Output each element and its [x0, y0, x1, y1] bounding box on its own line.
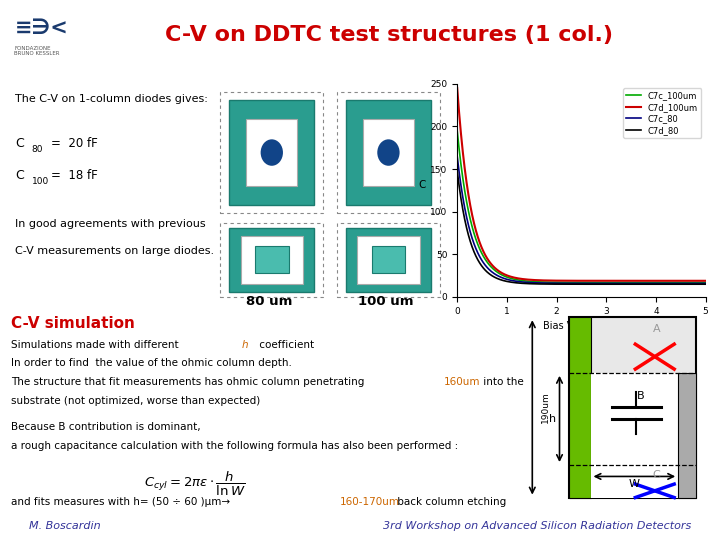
Text: A: A	[653, 324, 660, 334]
C7d_80	[552, 281, 560, 287]
C7c_80	[483, 264, 492, 271]
Line: C7d_100um: C7d_100um	[457, 88, 706, 281]
Text: C: C	[653, 469, 660, 480]
Text: FONDAZIONE
BRUNO KESSLER: FONDAZIONE BRUNO KESSLER	[14, 45, 60, 56]
C7c_100um	[483, 259, 492, 265]
C7d_100um	[552, 278, 560, 284]
C7d_100um	[534, 277, 542, 284]
Text: substrate (not optimized, worse than expected): substrate (not optimized, worse than exp…	[11, 395, 260, 406]
C7d_100um	[609, 278, 618, 284]
C7c_80	[453, 153, 462, 159]
C7d_100um	[701, 278, 710, 284]
C7d_80	[701, 281, 710, 287]
Text: C: C	[15, 169, 24, 182]
C7c_100um	[534, 279, 542, 285]
Text: Because B contribution is dominant,: Because B contribution is dominant,	[11, 422, 200, 433]
Bar	[246, 119, 297, 186]
Bar	[346, 99, 431, 205]
Text: W: W	[629, 479, 640, 489]
Bar	[363, 119, 414, 186]
Text: C: C	[15, 137, 24, 150]
Text: C-V on DDTC test structures (1 col.): C-V on DDTC test structures (1 col.)	[165, 25, 613, 45]
Bar	[570, 318, 696, 497]
Bar	[230, 228, 314, 292]
Text: 100: 100	[32, 177, 49, 186]
Text: M. Boscardin: M. Boscardin	[29, 521, 100, 531]
Bar	[346, 228, 431, 292]
Text: In order to find  the value of the ohmic column depth.: In order to find the value of the ohmic …	[11, 359, 292, 368]
Text: 80: 80	[32, 145, 43, 154]
C7c_80	[609, 280, 618, 287]
Text: B: B	[637, 391, 645, 401]
Text: C-V simulation: C-V simulation	[11, 316, 135, 331]
Text: 100 um: 100 um	[358, 295, 413, 308]
Bar	[230, 99, 314, 205]
Text: and fits measures with h= (50 ÷ 60 )μm→: and fits measures with h= (50 ÷ 60 )μm→	[11, 497, 233, 507]
Line: C7c_100um: C7c_100um	[457, 131, 706, 282]
Bar	[372, 246, 405, 273]
C7c_100um	[701, 279, 710, 286]
Legend: C7c_100um, C7d_100um, C7c_80, C7d_80: C7c_100um, C7d_100um, C7c_80, C7d_80	[623, 88, 701, 138]
Text: The C-V on 1-column diodes gives:: The C-V on 1-column diodes gives:	[15, 94, 208, 104]
C7c_100um	[634, 279, 642, 286]
Text: The structure that fit measurements has ohmic column penetrating: The structure that fit measurements has …	[11, 377, 367, 387]
Text: $C_{cyl} = 2\pi\varepsilon \cdot \dfrac{h}{\ln W}$: $C_{cyl} = 2\pi\varepsilon \cdot \dfrac{…	[143, 470, 246, 498]
Text: ≡∋<: ≡∋<	[14, 18, 68, 38]
Text: Simulations made with different: Simulations made with different	[11, 340, 181, 350]
Bar	[590, 373, 678, 497]
C7c_80	[634, 280, 642, 287]
C7d_100um	[483, 255, 492, 261]
Text: 80 um: 80 um	[246, 295, 292, 308]
Text: 190um: 190um	[541, 392, 550, 423]
C7c_80	[552, 280, 560, 286]
C7c_100um	[552, 279, 560, 286]
C7c_100um	[632, 279, 641, 286]
C7d_80	[632, 281, 641, 287]
Line: C7c_80: C7c_80	[457, 156, 706, 284]
Bar	[570, 318, 590, 497]
Text: 3rd Workshop on Advanced Silicon Radiation Detectors: 3rd Workshop on Advanced Silicon Radiati…	[383, 521, 691, 531]
C7c_100um	[609, 279, 618, 286]
Bar	[678, 373, 696, 497]
Text: back column etching: back column etching	[394, 497, 506, 507]
C7c_80	[632, 280, 641, 287]
C7d_100um	[453, 85, 462, 91]
C7c_100um	[453, 127, 462, 134]
C7d_80	[609, 281, 618, 287]
C7c_80	[701, 280, 710, 287]
Text: a rough capacitance calculation with the following formula has also been perform: a rough capacitance calculation with the…	[11, 441, 458, 451]
C7d_80	[634, 281, 642, 287]
Text: into the: into the	[480, 377, 523, 387]
Bar	[255, 246, 289, 273]
Text: =  18 fF: = 18 fF	[51, 169, 98, 182]
Bar	[357, 236, 420, 284]
Text: 160-170um: 160-170um	[340, 497, 400, 507]
Line: C7d_80: C7d_80	[457, 171, 706, 284]
Text: 160um: 160um	[444, 377, 481, 387]
C7d_100um	[632, 278, 641, 284]
Text: =  20 fF: = 20 fF	[51, 137, 98, 150]
Bar	[240, 236, 303, 284]
C7c_80	[534, 280, 542, 286]
Y-axis label: C: C	[418, 180, 426, 191]
Circle shape	[377, 139, 400, 166]
Text: coefficient: coefficient	[256, 340, 314, 350]
Circle shape	[261, 139, 283, 166]
C7d_80	[534, 281, 542, 287]
Text: In good agreements with previous: In good agreements with previous	[15, 219, 206, 229]
X-axis label: Bias Voltage [V]: Bias Voltage [V]	[543, 321, 620, 331]
C7d_80	[453, 167, 462, 174]
Text: h: h	[242, 340, 248, 350]
C7d_80	[483, 269, 492, 275]
C7d_100um	[634, 278, 642, 284]
Text: C-V measurements on large diodes.: C-V measurements on large diodes.	[15, 246, 214, 256]
Text: h: h	[549, 414, 557, 424]
